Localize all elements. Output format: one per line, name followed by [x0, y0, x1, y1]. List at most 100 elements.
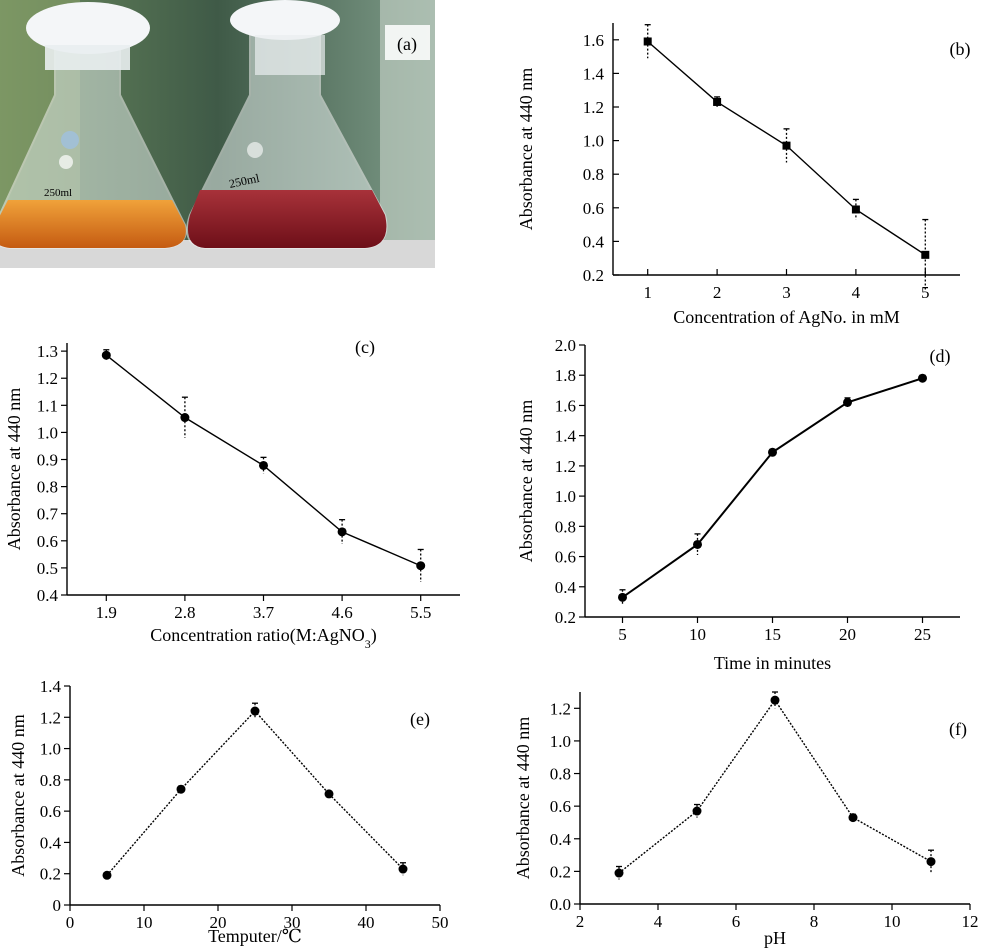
y-tick-label: 0.6: [555, 548, 576, 567]
x-tick-label: 4: [852, 283, 861, 302]
y-tick-label: 1.6: [555, 396, 576, 415]
y-tick-label: 0.8: [37, 478, 58, 497]
x-tick-label: 50: [432, 913, 449, 932]
flask-photo: 250ml 250ml (a): [0, 0, 435, 268]
data-point: [618, 592, 627, 602]
data-point: [259, 460, 268, 470]
chart-c: 1.9 2.8 3.7 4.6 5.5 0.4 0.5 0.6 0.7 0.8 0.9 1.0 1.1 1…: [4, 337, 460, 651]
y-tick-label: 1.2: [40, 708, 61, 727]
data-point: [713, 97, 722, 106]
y-tick-label: 1.2: [550, 699, 571, 718]
data-point: [770, 695, 780, 705]
x-tick-label: 10: [884, 912, 901, 931]
y-tick-label: 1.4: [40, 677, 62, 696]
x-axis-title: Concentration ratio(M:AgNO3): [150, 625, 376, 651]
data-point: [180, 413, 190, 423]
x-tick-label: 5: [618, 625, 627, 644]
x-tick-label: 10: [689, 625, 706, 644]
y-tick-label: 0.5: [37, 559, 58, 578]
left-flask-liquid: [0, 200, 186, 248]
right-flask-liquid: [187, 190, 387, 248]
panel-label: (d): [930, 346, 951, 367]
y-tick-label: 0.8: [555, 517, 576, 536]
chart-f: 2 4 6 8 10 12 0.0 0.2 0.4 0.6 0.8 1.0 1.2 pH Absorbanc…: [513, 691, 979, 948]
left-flask-cotton-plug: [26, 2, 150, 54]
y-tick-label: 0.6: [583, 199, 604, 218]
left-flask-volume-mark: 250ml: [44, 187, 72, 199]
data-point: [918, 373, 927, 383]
x-axis-title: Temputer/℃: [208, 926, 302, 946]
y-tick-label: 1.0: [40, 740, 61, 759]
y-tick-label: 0.6: [40, 802, 61, 821]
y-tick-label: 0.4: [583, 232, 605, 251]
x-tick-label: 6: [732, 912, 741, 931]
y-tick-label: 0.4: [555, 578, 577, 597]
x-tick-label: 5.5: [410, 603, 431, 622]
y-tick-label: 1.2: [555, 457, 576, 476]
y-axis-title: Absorbance at 440 nm: [4, 388, 24, 550]
data-point: [324, 789, 334, 799]
y-tick-label: 0.6: [550, 797, 571, 816]
x-axis-title: Concentration of AgNo. in mM: [673, 307, 899, 327]
data-point: [101, 350, 111, 360]
x-tick-label: 0: [66, 913, 75, 932]
y-tick-label: 0.2: [555, 608, 576, 627]
data-point: [398, 864, 408, 874]
x-axis-title: Time in minutes: [714, 653, 831, 673]
y-tick-label: 0.8: [550, 765, 571, 784]
y-tick-label: 1.2: [37, 369, 58, 388]
y-tick-label: 0.2: [550, 862, 571, 881]
y-tick-label: 1.6: [583, 31, 604, 50]
series-line: [106, 709, 404, 876]
chart-d: 5 10 15 20 25 0.2 0.4 0.6 0.8 1.0 1.2 1.4 1.6 1.8 2.0 T…: [516, 336, 960, 673]
y-tick-label: 1.2: [583, 98, 604, 117]
y-tick-label: 0.4: [37, 586, 59, 605]
y-axis-title: Absorbance at 440 nm: [513, 717, 533, 879]
data-point: [848, 813, 858, 823]
panel-label: (c): [355, 337, 375, 358]
x-tick-label: 10: [136, 913, 153, 932]
panel-label: (f): [949, 719, 967, 740]
panel-label: (b): [950, 39, 971, 60]
y-tick-label: 0.4: [550, 830, 572, 849]
y-tick-label: 1.0: [37, 423, 58, 442]
y-tick-label: 0.2: [40, 865, 61, 884]
x-tick-label: 2: [713, 283, 722, 302]
chart-b: 1 2 3 4 5 0.2 0.4 0.6 0.8 1.0 1.2 1.4 1.6 Concentrati…: [516, 23, 971, 327]
data-point: [102, 870, 112, 880]
right-flask-cotton-plug: [230, 0, 340, 40]
x-tick-label: 25: [914, 625, 931, 644]
left-flask: 250ml: [0, 2, 187, 249]
y-tick-label: 1.0: [583, 132, 604, 151]
data-point: [693, 539, 702, 549]
y-tick-label: 1.0: [550, 732, 571, 751]
x-tick-label: 15: [764, 625, 781, 644]
y-tick-label: 0.8: [40, 771, 61, 790]
y-tick-label: 0.9: [37, 451, 58, 470]
data-point: [337, 527, 347, 537]
data-point: [692, 806, 702, 816]
y-tick-label: 0.7: [37, 505, 59, 524]
x-tick-label: 2.8: [174, 603, 195, 622]
y-axis-title: Absorbance at 440 nm: [516, 400, 536, 562]
data-point: [921, 250, 930, 259]
y-tick-label: 1.1: [37, 396, 58, 415]
data-point: [782, 141, 791, 150]
x-tick-label: 8: [810, 912, 819, 931]
x-tick-label: 20: [839, 625, 856, 644]
x-tick-label: 1: [643, 283, 652, 302]
y-tick-label: 0.8: [583, 165, 604, 184]
series-line: [618, 698, 932, 874]
x-tick-label: 12: [962, 912, 979, 931]
y-tick-label: 1.4: [583, 64, 605, 83]
y-axis-title: Absorbance at 440 nm: [8, 714, 28, 876]
y-tick-label: 1.0: [555, 487, 576, 506]
y-tick-label: 0.4: [40, 833, 62, 852]
data-point: [416, 561, 426, 571]
data-point: [614, 868, 624, 878]
panel-label: (e): [410, 709, 430, 730]
y-tick-label: 1.4: [555, 427, 577, 446]
y-tick-label: 1.3: [37, 342, 58, 361]
y-tick-label: 2.0: [555, 336, 576, 355]
data-point: [643, 37, 652, 46]
